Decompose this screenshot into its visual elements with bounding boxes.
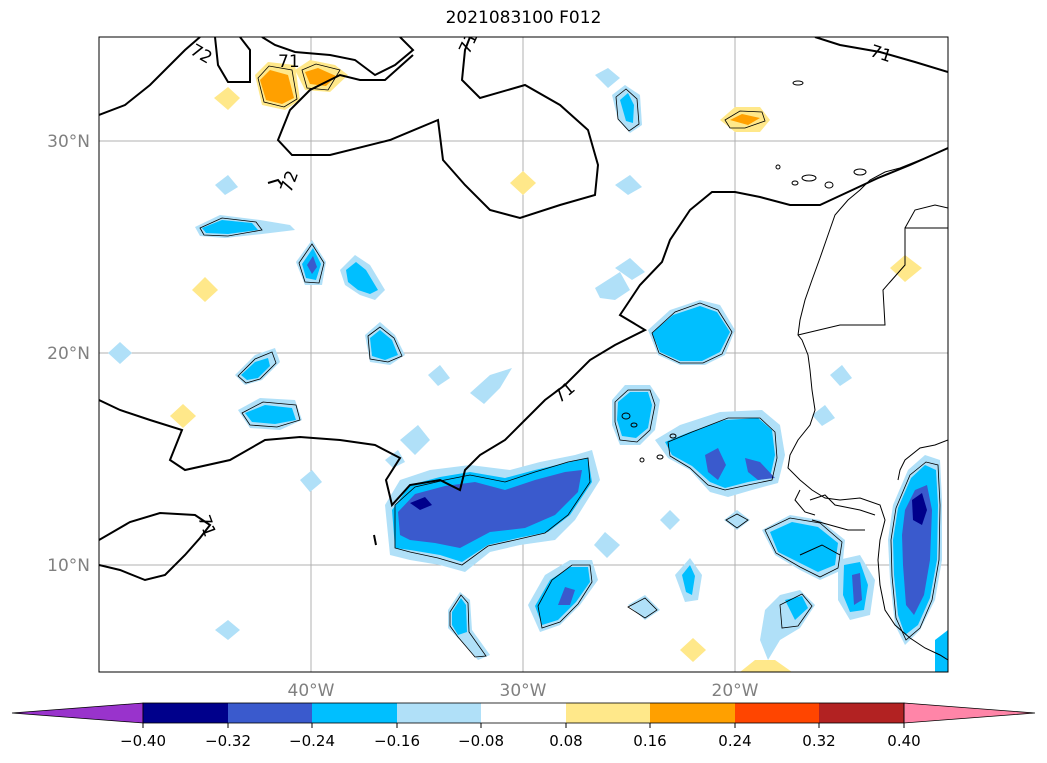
colorbar-tick-label: −0.08 (458, 732, 504, 750)
colorbar-bin (650, 703, 735, 723)
colorbar-bin (819, 703, 904, 723)
map-title: 2021083100 F012 (445, 8, 602, 28)
colorbar-extend-high (903, 702, 1036, 724)
colorbar-tick-label: 0.24 (718, 732, 751, 750)
positive-anomaly-shading (170, 60, 922, 672)
lat-label-30n: 30°N (47, 132, 90, 152)
colorbar-tick-label: 0.32 (802, 732, 835, 750)
colorbar-tick-label: −0.24 (289, 732, 335, 750)
lon-label-20w: 20°W (712, 681, 759, 701)
anomaly-contours (199, 63, 941, 658)
lon-label-30w: 30°W (500, 681, 547, 701)
colorbar-bin (566, 703, 650, 723)
colorbar-tick-label: 0.08 (549, 732, 582, 750)
colorbar-bin (735, 703, 819, 723)
contour-label-71-top: 71 (455, 29, 482, 57)
lat-label-20n: 20°N (47, 344, 90, 364)
colorbar-tick-label: 0.40 (887, 732, 920, 750)
contour-label-71-north: 71 (278, 52, 300, 72)
colorbar-bin (312, 703, 397, 723)
colorbar-tick-label: −0.32 (205, 732, 251, 750)
colorbar-bin (143, 703, 228, 723)
colorbar-bin (228, 703, 312, 723)
colorbar-bin (481, 703, 566, 723)
colorbar-extend-low (11, 702, 144, 724)
colorbar-tick-label: 0.16 (633, 732, 666, 750)
coastlines (787, 147, 948, 661)
gridlines (99, 37, 948, 672)
map-frame (98, 36, 949, 673)
colorbar-bin (397, 703, 481, 723)
colorbar: −0.40 −0.32 −0.24 −0.16 −0.08 0.08 0.16 … (11, 702, 1036, 750)
islands (621, 80, 867, 463)
lon-label-40w: 40°W (288, 681, 335, 701)
colorbar-tick-label: −0.16 (374, 732, 420, 750)
colorbar-frame (142, 702, 905, 724)
colorbar-tick-label: −0.40 (120, 732, 166, 750)
geopotential-contours (99, 37, 948, 582)
lat-label-10n: 10°N (47, 556, 90, 576)
